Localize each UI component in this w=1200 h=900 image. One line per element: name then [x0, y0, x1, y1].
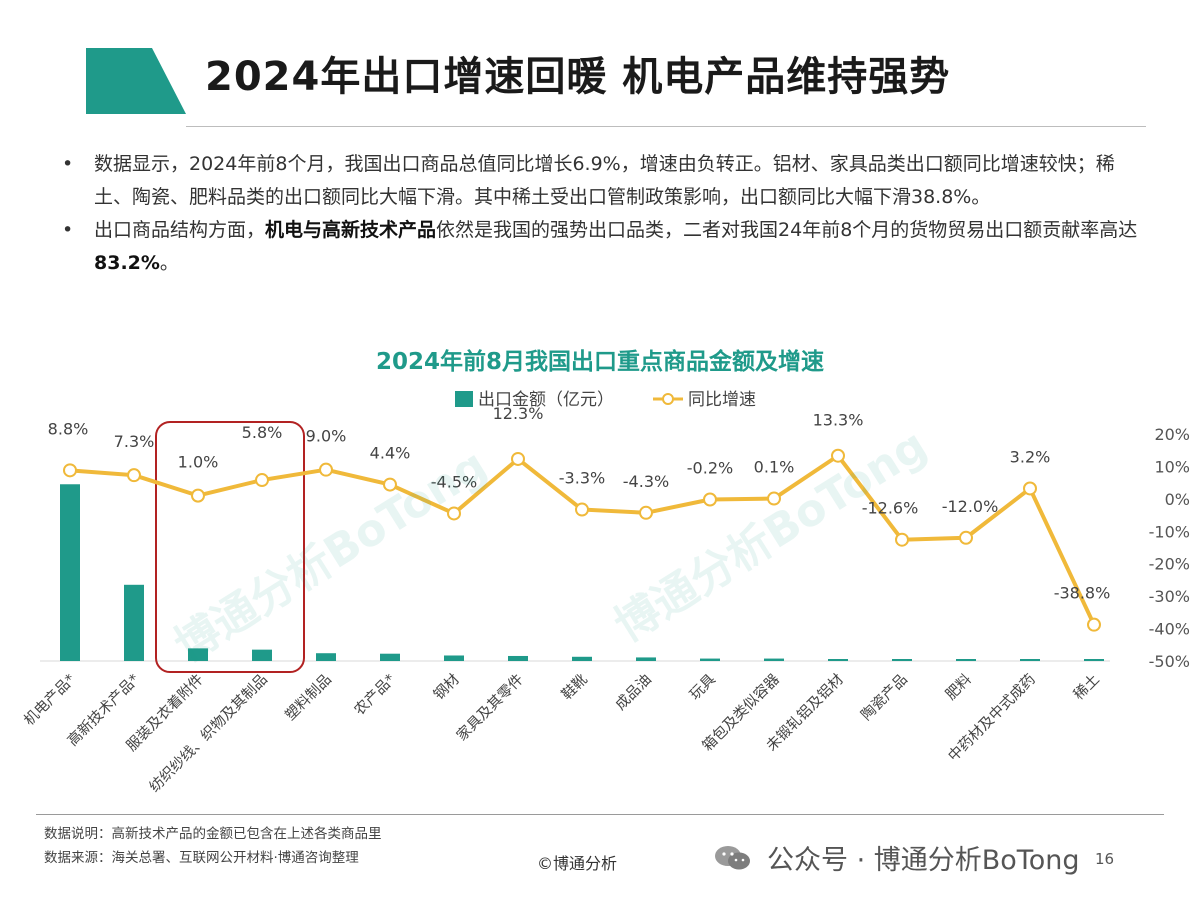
growth-data-label: -38.8%	[1054, 584, 1111, 603]
category-label: 稀土	[1070, 671, 1103, 704]
bar	[828, 659, 848, 661]
legend-bar-label: 出口金额（亿元）	[478, 390, 614, 410]
growth-data-label: 1.0%	[178, 453, 219, 472]
bar	[956, 659, 976, 661]
growth-data-label: 3.2%	[1010, 447, 1051, 466]
growth-data-label: 4.4%	[370, 444, 411, 463]
chart-title: 2024年前8月我国出口重点商品金额及增速	[375, 349, 825, 375]
wechat-account: 公众号 · 博通分析BoTong	[713, 838, 1079, 877]
category-label: 钢材	[430, 671, 463, 704]
growth-point	[767, 491, 781, 506]
bar	[444, 655, 464, 661]
growth-point	[575, 502, 589, 517]
footer-source: 数据来源：海关总署、互联网公开材料·博通咨询整理	[44, 850, 359, 866]
y-right-tick-label: -30%	[1149, 587, 1190, 606]
category-label: 陶瓷产品	[858, 671, 911, 724]
y-right-tick-label: -20%	[1149, 555, 1190, 574]
growth-point	[191, 488, 205, 503]
bar	[572, 656, 592, 661]
legend-line-marker	[662, 393, 674, 405]
bar	[892, 659, 912, 661]
copyright: ©博通分析	[537, 854, 618, 873]
bar	[188, 648, 208, 661]
growth-point	[895, 532, 909, 547]
y-right-tick-label: -40%	[1149, 620, 1190, 639]
growth-point	[1023, 481, 1037, 496]
title-divider	[186, 126, 1146, 127]
growth-data-label: -0.2%	[687, 459, 733, 478]
growth-point	[959, 530, 973, 545]
y-right-tick-label: 10%	[1154, 457, 1190, 476]
growth-point	[639, 505, 653, 520]
bullet-dot: •	[62, 219, 74, 241]
growth-data-label: 5.8%	[242, 423, 283, 442]
category-label: 塑料制品	[282, 671, 335, 724]
growth-data-label: 7.3%	[114, 432, 155, 451]
category-label: 纺织纱线、织物及其制品	[146, 671, 271, 796]
growth-point	[255, 473, 269, 488]
bar	[700, 658, 720, 661]
y-right-tick-label: 0%	[1165, 490, 1190, 509]
wechat-label: 公众号 · 博通分析BoTong	[767, 845, 1080, 876]
growth-point	[447, 506, 461, 521]
bar	[316, 653, 336, 661]
growth-data-label: 13.3%	[813, 411, 864, 430]
legend-bar-swatch	[455, 391, 473, 407]
bullet-item: • 出口商品结构方面，机电与高新技术产品依然是我国的强势出口品类，二者对我国24…	[62, 214, 1152, 280]
growth-point	[831, 448, 845, 463]
growth-data-label: 0.1%	[754, 458, 795, 477]
y-right-tick-label: -10%	[1149, 522, 1190, 541]
category-label: 玩具	[687, 672, 719, 704]
bar	[636, 657, 656, 661]
growth-point	[63, 463, 77, 478]
bullet-item: • 数据显示，2024年前8个月，我国出口商品总值同比增长6.9%，增速由负转正…	[62, 148, 1152, 214]
title-accent-shape	[86, 48, 186, 114]
bar	[124, 584, 144, 661]
legend-line-label: 同比增速	[688, 390, 756, 410]
growth-data-label: 8.8%	[48, 419, 89, 438]
category-label: 成品油	[612, 671, 655, 714]
highlight-box	[155, 421, 305, 673]
bar	[1020, 659, 1040, 661]
wechat-icon	[715, 845, 750, 869]
category-label: 家具及其零件	[453, 671, 527, 745]
bar	[508, 655, 528, 661]
y-right-tick-label: 20%	[1154, 425, 1190, 444]
category-label: 农产品*	[351, 671, 399, 719]
growth-data-label: -12.0%	[942, 497, 999, 516]
footer-divider	[36, 814, 1164, 815]
footer-note: 数据说明：高新技术产品的金额已包含在上述各类商品里	[44, 826, 382, 842]
growth-data-label: -12.6%	[862, 499, 919, 518]
y-right-tick-label: -50%	[1149, 652, 1190, 671]
bar	[60, 484, 80, 661]
summary-bullets: • 数据显示，2024年前8个月，我国出口商品总值同比增长6.9%，增速由负转正…	[62, 148, 1152, 280]
bullet-text: 数据显示，2024年前8个月，我国出口商品总值同比增长6.9%，增速由负转正。铝…	[94, 153, 1115, 208]
bullet-dot: •	[62, 153, 74, 175]
bold-highlight: 83.2%	[94, 252, 160, 274]
growth-point	[383, 477, 397, 492]
growth-point	[703, 492, 717, 507]
growth-point	[1087, 617, 1101, 632]
bar	[380, 653, 400, 661]
growth-data-label: 12.3%	[493, 404, 544, 423]
category-label: 肥料	[942, 671, 975, 704]
growth-point	[511, 451, 525, 466]
growth-point	[127, 468, 141, 483]
bold-highlight: 机电与高新技术产品	[265, 219, 437, 241]
bullet-text: 出口商品结构方面，机电与高新技术产品依然是我国的强势出口品类，二者对我国24年前…	[94, 219, 1138, 274]
growth-data-label: -4.5%	[431, 472, 477, 491]
growth-data-label: 9.0%	[306, 427, 347, 446]
page-title: 2024年出口增速回暖 机电产品维持强势	[205, 54, 951, 100]
bar	[252, 649, 272, 661]
growth-data-label: -3.3%	[559, 469, 605, 488]
bar	[764, 658, 784, 661]
page-number: 16	[1095, 850, 1115, 868]
growth-data-label: -4.3%	[623, 472, 669, 491]
bar	[1084, 659, 1104, 661]
growth-point	[319, 462, 333, 477]
category-label: 鞋靴	[558, 671, 591, 704]
category-label: 机电产品*	[21, 671, 79, 729]
